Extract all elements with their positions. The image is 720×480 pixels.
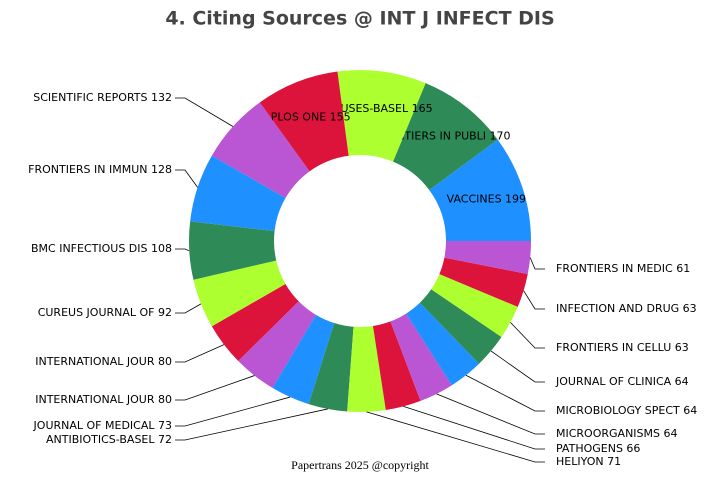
donut-slice	[444, 241, 531, 275]
chart-title: 4. Citing Sources @ INT J INFECT DIS	[165, 8, 554, 30]
leader-line	[490, 350, 545, 383]
slice-label: SCIENTIFIC REPORTS 132	[33, 91, 172, 104]
leader-line	[175, 375, 255, 401]
donut-slice	[189, 221, 277, 280]
slice-label: INTERNATIONAL JOUR 80	[35, 393, 172, 406]
donut-slice	[372, 321, 421, 411]
slice-label: FRONTIERS IN IMMUN 128	[28, 163, 172, 176]
slice-label: INTERNATIONAL JOUR 80	[35, 355, 172, 368]
leader-line	[175, 303, 202, 314]
slice-label: BMC INFECTIOUS DIS 108	[31, 242, 172, 255]
footer: Papertrans 2025 @copyright	[291, 458, 429, 472]
donut-slice	[190, 155, 286, 232]
slice-label: JOURNAL OF CLINICA 64	[555, 375, 689, 388]
donut-slice	[406, 302, 480, 386]
leader-line	[523, 290, 545, 310]
donut-slice	[238, 301, 316, 388]
donut-slice	[439, 257, 528, 307]
leader-line	[175, 248, 190, 252]
donut-slice	[347, 326, 386, 412]
slice-label: ANTIBIOTICS-BASEL 72	[46, 433, 172, 446]
leader-line	[175, 97, 234, 127]
donut-slice	[211, 102, 310, 199]
leader-line	[175, 169, 198, 188]
leader-line	[529, 257, 545, 270]
donut-slice	[272, 314, 335, 405]
donut-slice	[431, 274, 518, 338]
donut-slice	[308, 323, 354, 412]
slice-label: CUREUS JOURNAL OF 92	[38, 306, 172, 319]
slice-label: MICROBIOLOGY SPECT 64	[556, 404, 697, 417]
slice-label: INFECTION AND DRUG 63	[556, 302, 697, 315]
donut-slice	[390, 313, 452, 401]
slice-label: FRONTIERS IN CELLU 63	[556, 341, 689, 354]
leader-line	[436, 393, 545, 435]
leader-line	[465, 374, 545, 412]
leader-line	[403, 406, 545, 450]
slice-label: PLOS ONE 155	[271, 110, 351, 123]
leader-line	[175, 408, 328, 441]
leader-line	[175, 344, 225, 363]
slice-label: PATHOGENS 66	[556, 442, 640, 455]
leader-line	[175, 396, 291, 427]
donut-slice	[337, 70, 426, 162]
slice-label: FRONTIERS IN PUBLI 170	[374, 129, 511, 142]
donut-slice	[259, 71, 349, 172]
leader-line	[510, 322, 545, 349]
slice-label: FRONTIERS IN MEDIC 61	[556, 262, 690, 275]
slice-label: MICROORGANISMS 64	[556, 427, 678, 440]
slice-label: JOURNAL OF MEDICAL 73	[33, 419, 172, 432]
donut-slice	[419, 289, 502, 364]
leader-line	[366, 411, 545, 463]
donut-slice	[393, 83, 498, 191]
donut-slice	[211, 283, 299, 362]
donut-slice	[193, 260, 286, 327]
slice-label: VACCINES 199	[447, 192, 526, 205]
slice-label: VIRUSES-BASEL 165	[322, 102, 433, 115]
donut-slice	[429, 139, 531, 241]
slice-label: HELIYON 71	[556, 455, 621, 468]
